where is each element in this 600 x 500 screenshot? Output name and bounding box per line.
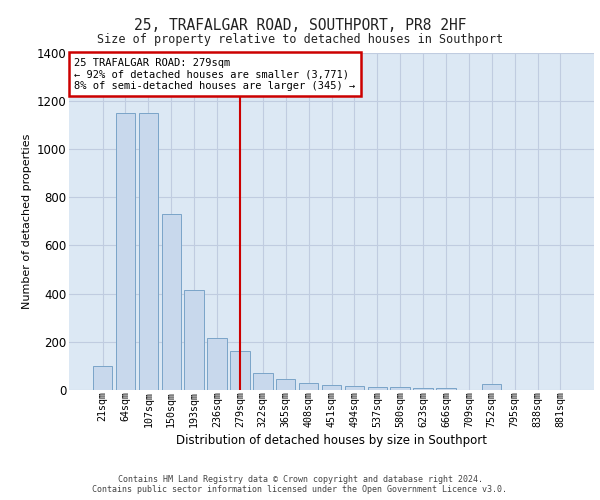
Bar: [230, 352, 250, 390]
Bar: [391, 387, 410, 390]
Bar: [116, 113, 135, 390]
Bar: [482, 384, 502, 390]
Bar: [436, 388, 455, 390]
Text: Size of property relative to detached houses in Southport: Size of property relative to detached ho…: [97, 32, 503, 46]
Y-axis label: Number of detached properties: Number of detached properties: [22, 134, 32, 309]
Text: 25 TRAFALGAR ROAD: 279sqm
← 92% of detached houses are smaller (3,771)
8% of sem: 25 TRAFALGAR ROAD: 279sqm ← 92% of detac…: [74, 58, 355, 91]
Bar: [299, 383, 319, 390]
Bar: [208, 338, 227, 390]
Bar: [184, 290, 204, 390]
Bar: [161, 214, 181, 390]
X-axis label: Distribution of detached houses by size in Southport: Distribution of detached houses by size …: [176, 434, 487, 448]
Bar: [322, 385, 341, 390]
Bar: [413, 388, 433, 390]
Bar: [368, 387, 387, 390]
Bar: [344, 386, 364, 390]
Bar: [276, 379, 295, 390]
Text: Contains HM Land Registry data © Crown copyright and database right 2024.
Contai: Contains HM Land Registry data © Crown c…: [92, 474, 508, 494]
Bar: [93, 366, 112, 390]
Text: 25, TRAFALGAR ROAD, SOUTHPORT, PR8 2HF: 25, TRAFALGAR ROAD, SOUTHPORT, PR8 2HF: [134, 18, 466, 32]
Bar: [253, 373, 272, 390]
Bar: [139, 113, 158, 390]
